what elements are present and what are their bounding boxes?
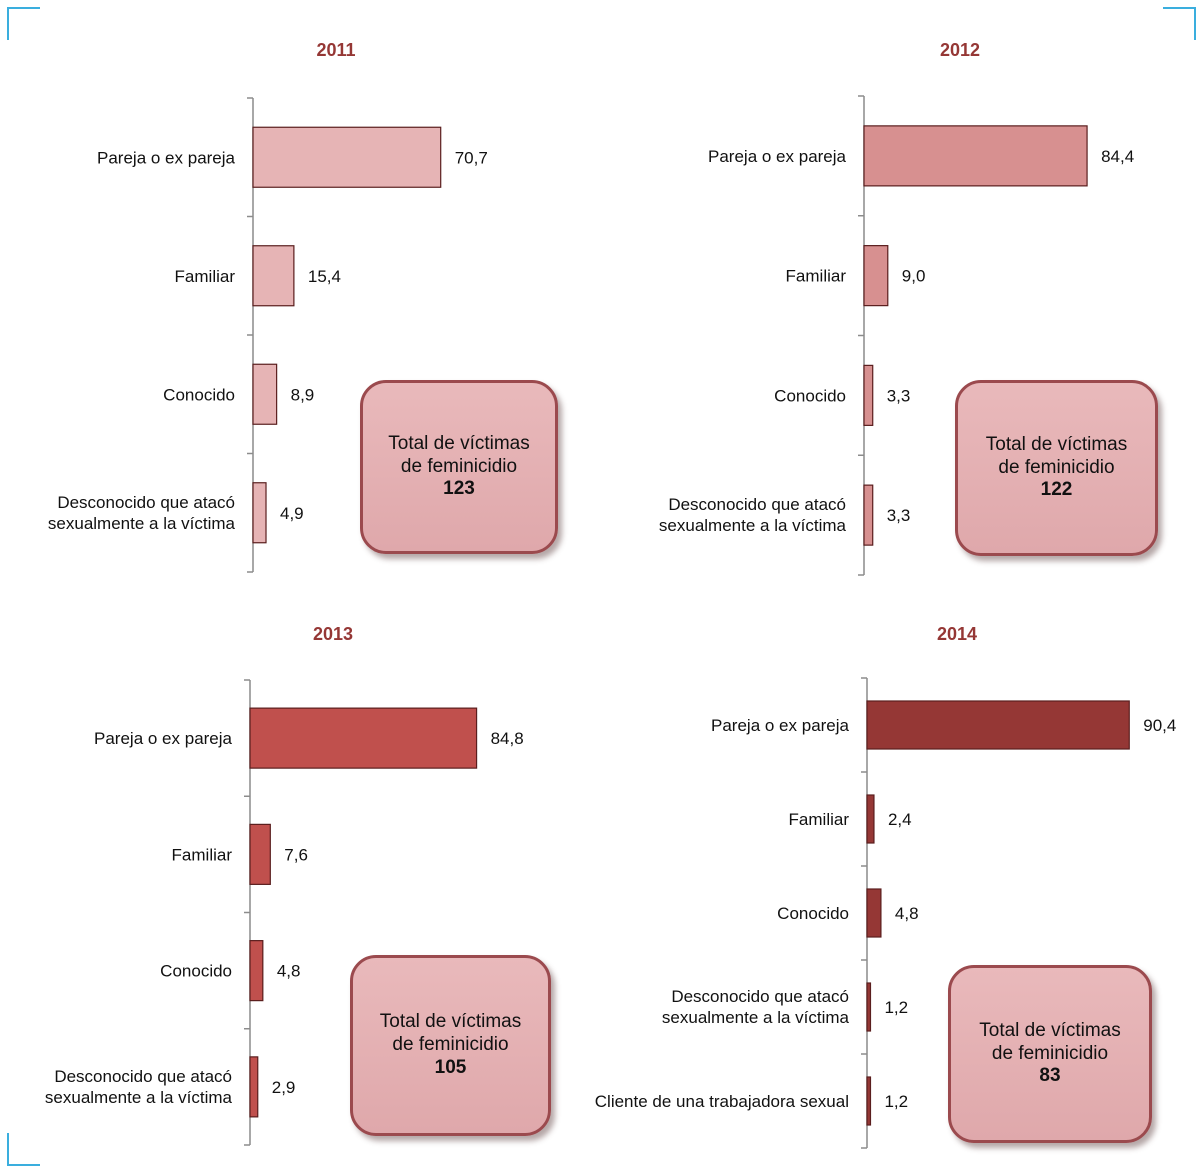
bar: [249, 707, 478, 769]
data-label: 3,3: [887, 386, 911, 405]
total-box-2011: Total de víctimas de feminicidio 123: [360, 380, 558, 554]
frame-corner-tr: [1163, 7, 1196, 40]
bar: [866, 888, 882, 938]
bar: [252, 245, 295, 307]
category-label: Pareja o ex pareja: [711, 716, 850, 735]
bar: [252, 363, 278, 425]
category-label: Pareja o ex pareja: [94, 729, 233, 748]
total-text: Total de víctimas de feminicidio 105: [353, 1011, 548, 1079]
data-label: 15,4: [308, 267, 341, 286]
category-label: Conocido: [777, 904, 849, 923]
category-label: Conocido: [160, 962, 232, 981]
chart-title-2011: 2011: [316, 40, 355, 60]
total-text: Total de víctimas de feminicidio 123: [363, 433, 555, 501]
bar: [252, 126, 442, 188]
data-label: 7,6: [284, 845, 308, 864]
total-text: Total de víctimas de feminicidio 83: [951, 1020, 1149, 1088]
total-label: Total de víctimas de feminicidio: [985, 433, 1128, 478]
category-label: Desconocido que atacó sexualmente a la ví…: [45, 1067, 233, 1107]
data-label: 1,2: [884, 998, 908, 1017]
data-label: 70,7: [455, 148, 488, 167]
data-label: 2,4: [888, 810, 912, 829]
data-label: 90,4: [1143, 716, 1176, 735]
total-label: Total de víctimas de feminicidio: [379, 1011, 522, 1056]
data-label: 4,8: [277, 962, 301, 981]
category-label: Familiar: [175, 267, 236, 286]
bar: [863, 364, 874, 426]
category-label: Familiar: [786, 267, 847, 286]
bar: [249, 940, 264, 1002]
total-box-2013: Total de víctimas de feminicidio 105: [350, 955, 551, 1136]
data-label: 4,9: [280, 504, 304, 523]
total-value: 123: [443, 478, 475, 500]
category-label: Conocido: [163, 385, 235, 404]
data-label: 1,2: [884, 1092, 908, 1111]
bar: [249, 823, 271, 885]
total-value: 105: [434, 1056, 467, 1078]
data-label: 8,9: [291, 385, 315, 404]
data-label: 4,8: [895, 904, 919, 923]
category-label: Familiar: [789, 810, 850, 829]
category-label: Cliente de una trabajadora sexual: [595, 1092, 849, 1111]
bar: [866, 982, 872, 1032]
total-value: 83: [1039, 1065, 1061, 1087]
total-value: 122: [1040, 479, 1073, 501]
bar: [866, 794, 875, 844]
data-label: 3,3: [887, 506, 911, 525]
bar: [863, 245, 889, 307]
category-label: Pareja o ex pareja: [708, 147, 847, 166]
total-box-2012: Total de víctimas de feminicidio 122: [955, 380, 1158, 556]
category-label: Desconocido que atacó sexualmente a la ví…: [48, 493, 236, 533]
data-label: 84,4: [1101, 147, 1134, 166]
bar: [249, 1056, 259, 1118]
chart-title-2013: 2013: [313, 624, 353, 644]
category-label: Desconocido que atacó sexualmente a la ví…: [659, 495, 847, 535]
bar: [252, 482, 267, 544]
category-label: Conocido: [774, 386, 846, 405]
bar: [863, 484, 874, 546]
total-box-2014: Total de víctimas de feminicidio 83: [948, 965, 1152, 1143]
category-label: Familiar: [172, 845, 233, 864]
chart-title-2012: 2012: [940, 40, 980, 60]
frame-corner-tl: [7, 7, 40, 40]
bar: [863, 125, 1088, 187]
data-label: 9,0: [902, 267, 926, 286]
chart-title-2014: 2014: [937, 624, 977, 644]
bar: [866, 700, 1130, 750]
data-label: 2,9: [272, 1078, 296, 1097]
total-text: Total de víctimas de feminicidio 122: [958, 434, 1155, 502]
category-label: Pareja o ex pareja: [97, 148, 236, 167]
frame-corner-bl: [7, 1133, 40, 1166]
bar: [866, 1076, 872, 1126]
total-label: Total de víctimas de feminicidio: [979, 1019, 1121, 1064]
total-label: Total de víctimas de feminicidio: [388, 432, 530, 477]
data-label: 84,8: [491, 729, 524, 748]
category-label: Desconocido que atacó sexualmente a la ví…: [662, 987, 850, 1027]
